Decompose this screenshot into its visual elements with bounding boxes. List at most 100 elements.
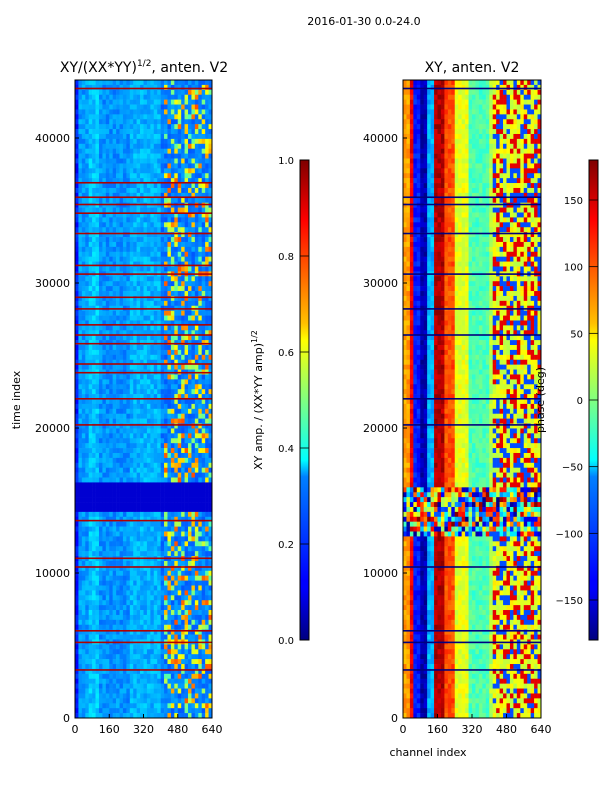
heatmap-cell [157,300,161,307]
heatmap-cell [75,173,79,179]
heatmap-cell [78,595,83,601]
heatmap-cell [136,291,141,297]
heatmap-cell [160,281,165,287]
heatmap-cell [205,659,209,665]
heatmap-cell [201,158,206,164]
heatmap-cell [160,197,165,203]
heatmap-cell [133,295,137,302]
heatmap-cell [194,217,199,223]
heatmap-cell [198,246,203,253]
heatmap-cell [133,668,137,675]
heatmap-cell [208,551,213,557]
heatmap-cell [95,664,100,670]
heatmap-cell [126,541,131,547]
heatmap-cell [146,551,151,557]
heatmap-cell [105,413,110,419]
heatmap-cell [98,389,103,395]
heatmap-cell [88,364,93,370]
heatmap-cell [205,605,209,611]
heatmap-cell [177,688,182,694]
heatmap-cell [157,364,161,370]
heatmap-cell [129,472,134,478]
heatmap-cell [105,683,110,689]
heatmap-cell [88,546,93,552]
heatmap-cell [201,482,206,488]
heatmap-cell [170,482,175,488]
heatmap-cell [143,600,148,606]
heatmap-cell [88,634,93,640]
heatmap-cell [140,575,144,581]
heatmap-cell [164,286,168,292]
heatmap-cell [81,99,86,105]
heatmap-cell [109,94,113,100]
heatmap-cell [167,389,172,395]
heatmap-cell [191,531,196,537]
heatmap-cell [191,168,196,174]
heatmap-cell [164,492,168,498]
heatmap-cell [191,178,196,184]
heatmap-cell [153,506,158,513]
heatmap-cell [184,197,189,203]
heatmap-cell [184,536,189,542]
heatmap-cell [119,399,124,405]
heatmap-cell [140,320,144,326]
heatmap-cell [136,399,141,405]
heatmap-cell [129,129,134,135]
heatmap-cell [181,183,185,189]
heatmap-cell [157,291,161,297]
heatmap-cell [129,330,134,336]
heatmap-cell [112,183,117,189]
heatmap-cell [170,241,175,248]
heatmap-cell [109,551,113,557]
heatmap-cell [81,487,86,493]
heatmap-cell [85,232,89,238]
heatmap-cell [188,80,192,86]
heatmap-cell [191,394,196,400]
heatmap-cell [157,124,161,130]
heatmap-cell [188,241,192,248]
heatmap-cell [109,256,113,262]
heatmap-cell [160,511,165,518]
heatmap-cell [167,310,172,316]
heatmap-cell [81,570,86,576]
heatmap-cell [150,452,155,459]
heatmap-cell [164,413,168,419]
heatmap-cell [116,492,120,498]
heatmap-cell [174,506,179,513]
heatmap-cell [102,320,107,326]
heatmap-cell [150,403,155,410]
heatmap-cell [112,482,117,488]
heatmap-cell [181,300,185,307]
heatmap-cell [150,84,155,91]
heatmap-cell [136,575,141,581]
heatmap-cell [105,497,110,503]
heatmap-cell [109,345,113,351]
heatmap-cell [126,241,131,248]
heatmap-cell [140,541,144,547]
heatmap-cell [119,84,124,91]
heatmap-cell [205,153,209,159]
heatmap-cell [122,462,127,469]
heatmap-cell [75,580,79,586]
heatmap-cell [160,472,165,478]
heatmap-cell [198,84,203,91]
heatmap-cell [126,300,131,307]
heatmap-cell [81,173,86,179]
heatmap-cell [126,619,131,626]
heatmap-cell [129,673,134,680]
heatmap-cell [88,94,93,100]
heatmap-cell [129,84,134,91]
heatmap-cell [188,551,192,557]
heatmap-cell [191,570,196,576]
heatmap-cell [170,246,175,253]
heatmap-cell [136,173,141,179]
heatmap-cell [170,335,175,341]
heatmap-cell [143,99,148,105]
heatmap-cell [126,457,131,464]
heatmap-cell [133,266,137,272]
heatmap-cell [188,246,192,253]
heatmap-cell [164,227,168,233]
heatmap-cell [194,94,199,100]
heatmap-cell [188,315,192,321]
heatmap-cell [146,541,151,547]
